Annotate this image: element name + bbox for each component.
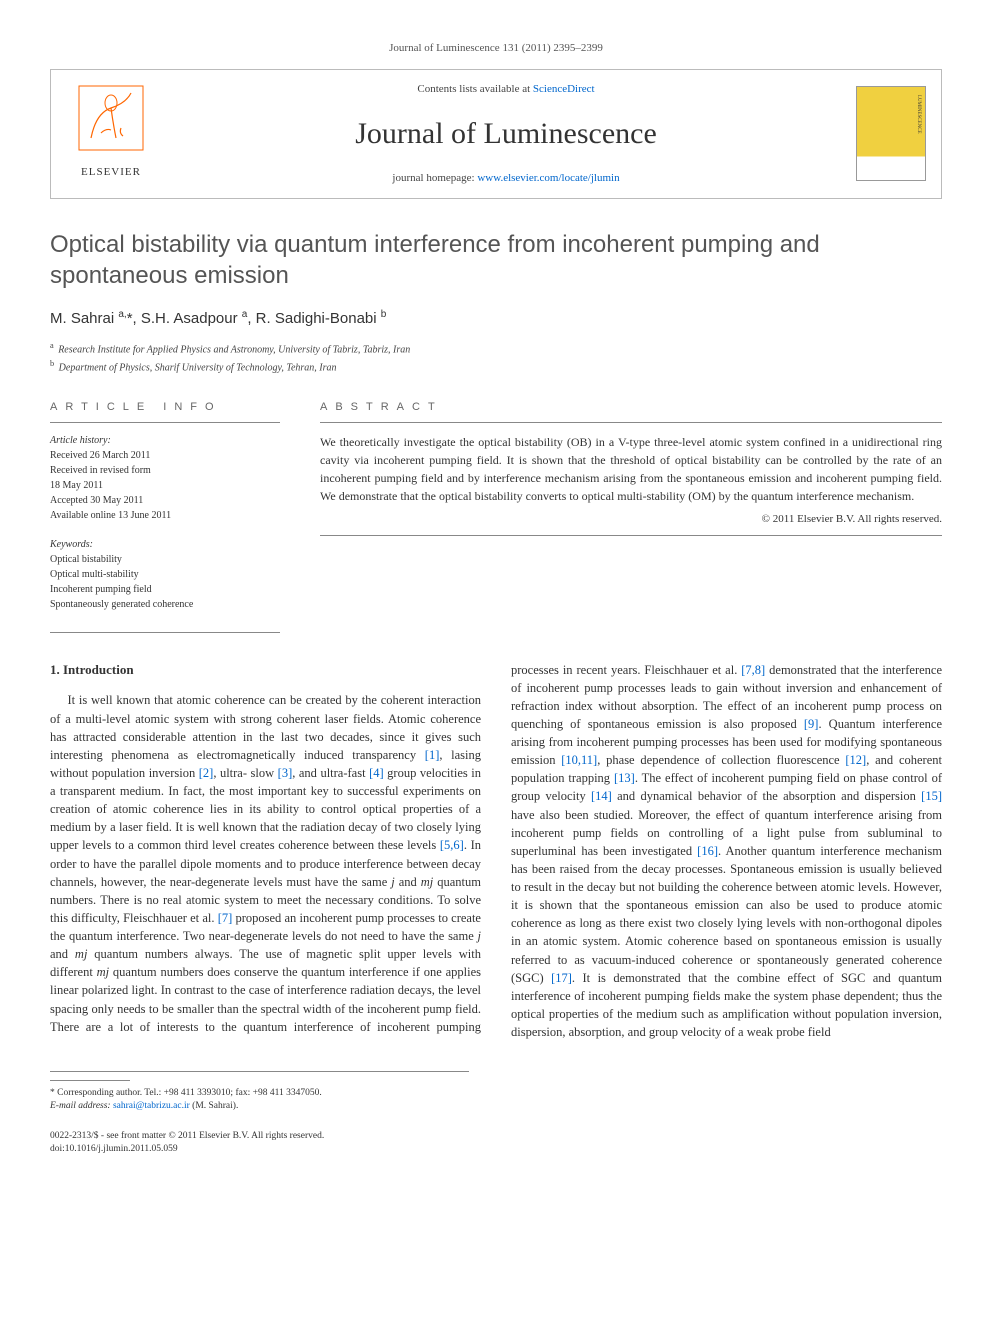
authors: M. Sahrai a,*, S.H. Asadpour a, R. Sadig… [50, 307, 942, 331]
journal-cover-thumb [856, 86, 926, 181]
history-head: Article history: [50, 433, 280, 448]
corresponding-author: * Corresponding author. Tel.: +98 411 33… [50, 1087, 469, 1100]
info-bottom-rule [50, 632, 280, 633]
article-info: ARTICLE INFO Article history: Received 2… [50, 399, 280, 633]
affiliations: a Research Institute for Applied Physics… [50, 340, 942, 375]
footer-short-rule [50, 1080, 130, 1081]
homepage-prefix: journal homepage: [392, 172, 477, 184]
masthead: ELSEVIER Contents lists available at Sci… [50, 69, 942, 199]
article-title: Optical bistability via quantum interfer… [50, 229, 942, 291]
homepage-line: journal homepage: www.elsevier.com/locat… [171, 170, 841, 187]
contents-line: Contents lists available at ScienceDirec… [171, 81, 841, 98]
meta-row: ARTICLE INFO Article history: Received 2… [50, 399, 942, 633]
abstract-bottom-rule [320, 535, 942, 536]
abstract-copyright: © 2011 Elsevier B.V. All rights reserved… [320, 511, 942, 528]
corresponding-email-line: E-mail address: sahrai@tabrizu.ac.ir (M.… [50, 1100, 469, 1113]
keywords-head: Keywords: [50, 537, 280, 552]
abstract-label: ABSTRACT [320, 399, 942, 423]
article-history: Article history: Received 26 March 2011R… [50, 433, 280, 523]
email-link[interactable]: sahrai@tabrizu.ac.ir [113, 1101, 190, 1111]
contents-prefix: Contents lists available at [417, 83, 532, 95]
article-info-label: ARTICLE INFO [50, 399, 280, 423]
journal-name: Journal of Luminescence [171, 111, 841, 156]
elsevier-logo [71, 78, 151, 158]
email-label: E-mail address: [50, 1101, 113, 1111]
publisher-name: ELSEVIER [51, 164, 171, 181]
abstract-text: We theoretically investigate the optical… [320, 433, 942, 505]
bottom-meta: 0022-2313/$ - see front matter © 2011 El… [50, 1130, 942, 1157]
section-heading: 1. Introduction [50, 661, 481, 680]
corresponding-footer: * Corresponding author. Tel.: +98 411 33… [50, 1071, 469, 1114]
doi-line: doi:10.1016/j.jlumin.2011.05.059 [50, 1143, 942, 1156]
body-paragraph: It is well known that atomic coherence c… [50, 661, 942, 1042]
sciencedirect-link[interactable]: ScienceDirect [533, 83, 595, 95]
citation-header: Journal of Luminescence 131 (2011) 2395–… [50, 40, 942, 57]
cover-block [841, 70, 941, 198]
masthead-center: Contents lists available at ScienceDirec… [171, 70, 841, 198]
homepage-link[interactable]: www.elsevier.com/locate/jlumin [477, 172, 619, 184]
issn-line: 0022-2313/$ - see front matter © 2011 El… [50, 1130, 942, 1143]
email-suffix: (M. Sahrai). [190, 1101, 239, 1111]
body-columns: 1. Introduction It is well known that at… [50, 661, 942, 1042]
keywords-list: Optical bistabilityOptical multi-stabili… [50, 552, 280, 612]
publisher-block: ELSEVIER [51, 70, 171, 198]
abstract-block: ABSTRACT We theoretically investigate th… [320, 399, 942, 633]
